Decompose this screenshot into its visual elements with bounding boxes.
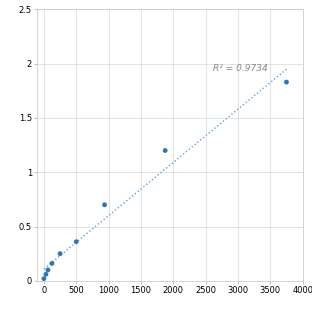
Text: R² = 0.9734: R² = 0.9734 xyxy=(213,64,268,73)
Point xyxy=(58,251,63,256)
Point xyxy=(41,276,46,281)
Point xyxy=(50,261,55,266)
Point xyxy=(163,148,168,153)
Point xyxy=(43,272,48,277)
Point xyxy=(46,267,51,272)
Point xyxy=(74,239,79,244)
Point xyxy=(102,202,107,207)
Point xyxy=(284,80,289,85)
